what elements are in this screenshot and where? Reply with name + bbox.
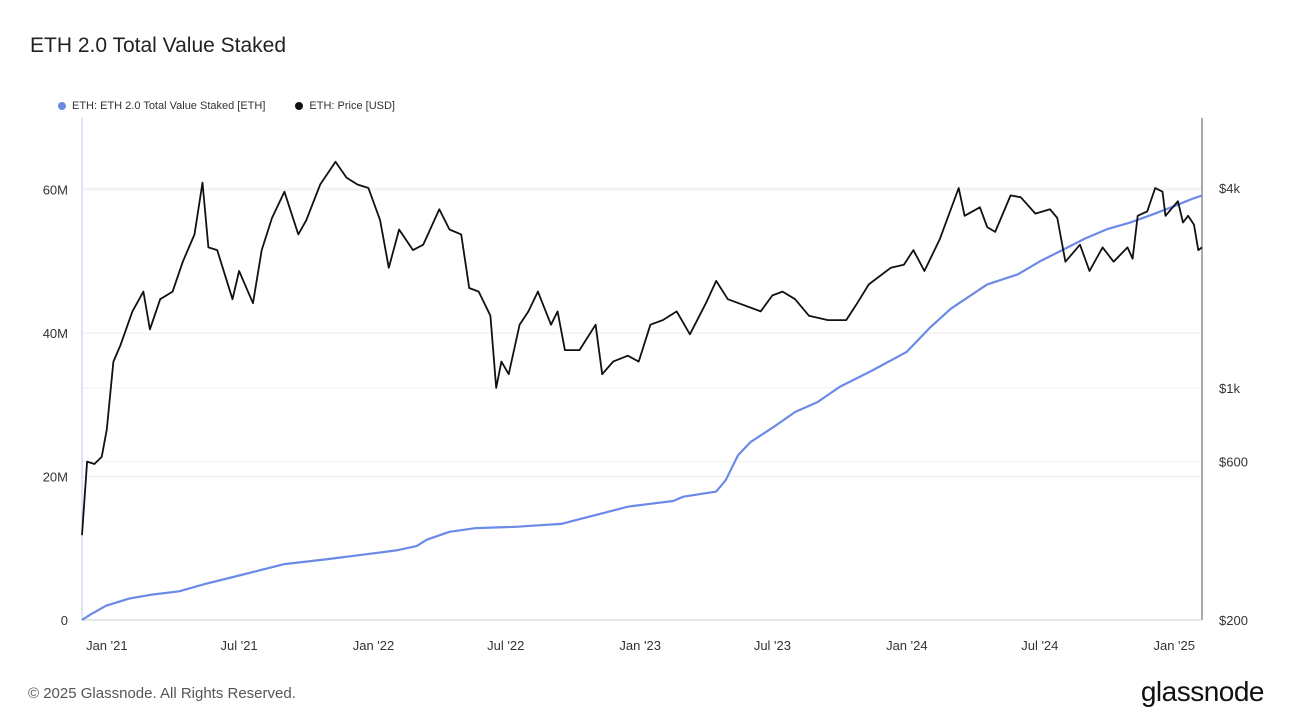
y-left-tick-label: 60M [43, 183, 68, 198]
copyright-text: © 2025 Glassnode. All Rights Reserved. [28, 685, 296, 702]
legend-swatch-price [295, 102, 304, 110]
x-tick-label: Jul '23 [754, 638, 791, 653]
x-tick-label: Jul '24 [1021, 638, 1058, 653]
y-right-tick-label: $200 [1219, 613, 1248, 628]
legend-item-staked[interactable]: ETH: ETH 2.0 Total Value Staked [ETH] [58, 100, 265, 112]
x-tick-label: Jul '21 [220, 638, 257, 653]
legend-swatch-staked [58, 102, 66, 110]
x-tick-label: Jan '25 [1153, 638, 1195, 653]
legend-label-staked: ETH: ETH 2.0 Total Value Staked [ETH] [72, 100, 266, 112]
y-left-tick-label: 20M [43, 470, 68, 485]
y-right-tick-label: $1k [1219, 381, 1240, 396]
series-line-price [81, 160, 1203, 536]
series-line-staked [81, 194, 1203, 621]
x-tick-label: Jan '22 [353, 638, 395, 653]
y-right-tick-label: $4k [1219, 181, 1240, 196]
x-tick-label: Jul '22 [487, 638, 524, 653]
y-left-tick-label: 0 [61, 613, 68, 628]
glassnode-logo: glassnode [1140, 676, 1265, 707]
legend-item-price[interactable]: ETH: Price [USD] [295, 100, 395, 112]
x-tick-label: Jan '23 [619, 638, 661, 653]
y-right-tick-label: $600 [1219, 455, 1248, 470]
x-tick-label: Jan '21 [86, 638, 128, 653]
chart-title: ETH 2.0 Total Value Staked [30, 34, 287, 57]
x-tick-label: Jan '24 [886, 638, 928, 653]
legend-label-price: ETH: Price [USD] [309, 100, 395, 112]
y-left-tick-label: 40M [43, 326, 68, 341]
chart-legend: ETH: ETH 2.0 Total Value Staked [ETH] ET… [58, 100, 395, 112]
